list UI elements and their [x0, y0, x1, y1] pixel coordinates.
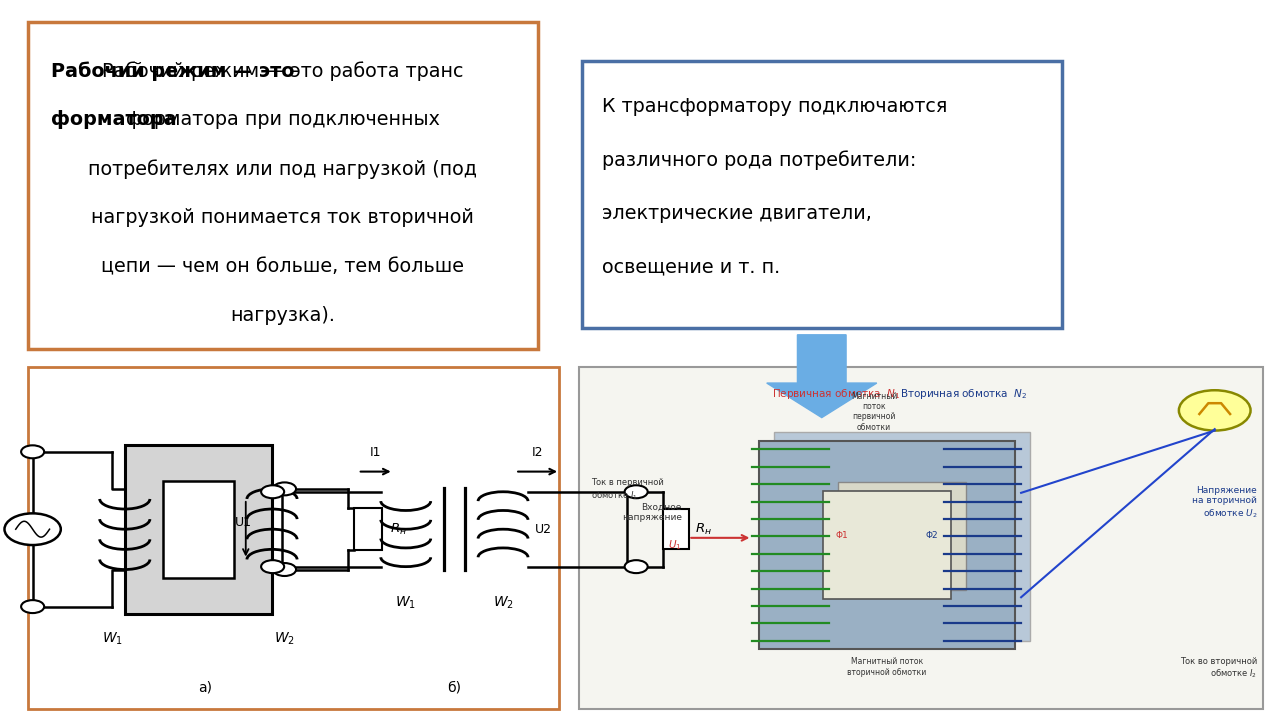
Text: $R_н$: $R_н$ — [695, 522, 712, 536]
Text: Φ1: Φ1 — [836, 531, 849, 540]
Text: $U_1$: $U_1$ — [668, 539, 682, 552]
Text: Входное
напряжение: Входное напряжение — [622, 503, 682, 522]
Bar — [164, 481, 233, 577]
Text: б): б) — [448, 680, 461, 694]
Text: освещение и т. п.: освещение и т. п. — [602, 257, 780, 276]
Bar — [663, 510, 689, 549]
Bar — [125, 444, 273, 613]
Text: U1: U1 — [234, 516, 252, 528]
Text: К трансформатору подключаются: К трансформатору подключаются — [602, 97, 947, 116]
Text: Рабочий режим — это работа транс: Рабочий режим — это работа транс — [102, 61, 463, 81]
Text: форматора при подключенных: форматора при подключенных — [125, 110, 440, 129]
Circle shape — [273, 563, 296, 576]
Circle shape — [273, 482, 296, 495]
Text: форматора: форматора — [51, 110, 177, 129]
Text: Магнитный
поток
первичной
обмотки: Магнитный поток первичной обмотки — [851, 392, 897, 432]
Text: Φ2: Φ2 — [925, 531, 938, 540]
Text: Ток во вторичной
обмотке $I_2$: Ток во вторичной обмотке $I_2$ — [1180, 657, 1257, 680]
Bar — [774, 432, 1030, 641]
Polygon shape — [767, 335, 877, 418]
Circle shape — [22, 600, 45, 613]
Text: I1: I1 — [370, 446, 381, 459]
Text: Напряжение
на вторичной
обмотке $U_2$: Напряжение на вторичной обмотке $U_2$ — [1192, 486, 1257, 520]
FancyBboxPatch shape — [28, 367, 559, 709]
Text: нагрузкой понимается ток вторичной: нагрузкой понимается ток вторичной — [91, 208, 475, 227]
Circle shape — [5, 513, 61, 545]
FancyBboxPatch shape — [28, 22, 538, 349]
Text: Магнитный поток
вторичной обмотки: Магнитный поток вторичной обмотки — [847, 657, 927, 677]
Text: $W_1$: $W_1$ — [396, 594, 416, 611]
Text: нагрузка).: нагрузка). — [230, 306, 335, 325]
Bar — [823, 491, 951, 599]
Circle shape — [22, 445, 45, 459]
Text: $W_2$: $W_2$ — [493, 594, 513, 611]
FancyBboxPatch shape — [582, 61, 1062, 328]
Text: цепи — чем он больше, тем больше: цепи — чем он больше, тем больше — [101, 257, 465, 276]
Text: $W_1$: $W_1$ — [101, 631, 123, 647]
Text: потребителях или под нагрузкой (под: потребителях или под нагрузкой (под — [88, 159, 477, 179]
Circle shape — [625, 560, 648, 573]
Circle shape — [261, 485, 284, 498]
Text: $W_2$: $W_2$ — [274, 631, 296, 647]
Bar — [838, 482, 966, 590]
Text: Ток в первичной
обмотке $I_1$: Ток в первичной обмотке $I_1$ — [591, 478, 664, 502]
Text: U2: U2 — [535, 523, 552, 536]
Text: Первичная обмотка  $N_1$: Первичная обмотка $N_1$ — [772, 387, 900, 401]
FancyBboxPatch shape — [579, 367, 1263, 709]
Text: различного рода потребители:: различного рода потребители: — [602, 150, 916, 170]
Circle shape — [625, 485, 648, 498]
Text: Вторичная обмотка  $N_2$: Вторичная обмотка $N_2$ — [900, 387, 1027, 401]
Text: а): а) — [198, 680, 211, 694]
Bar — [759, 441, 1015, 649]
Text: Рабочий режим — это: Рабочий режим — это — [51, 61, 294, 81]
Bar — [353, 508, 381, 550]
Circle shape — [1179, 390, 1251, 431]
Text: $R_н$: $R_н$ — [389, 522, 407, 536]
Text: электрические двигатели,: электрические двигатели, — [602, 204, 872, 222]
Text: I2: I2 — [532, 446, 543, 459]
Circle shape — [261, 560, 284, 573]
